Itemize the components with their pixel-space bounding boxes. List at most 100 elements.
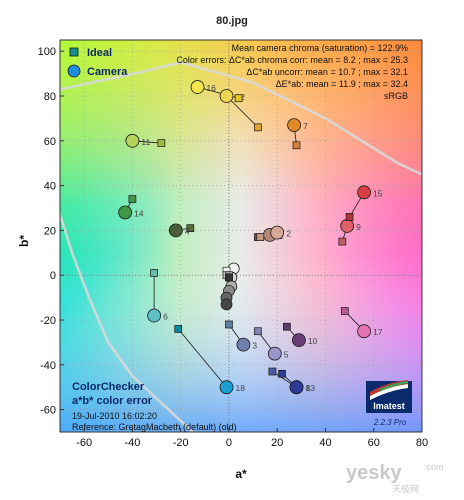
patch-11-label: 11: [141, 137, 150, 147]
y-tick-label-5: 40: [44, 181, 56, 193]
legend-camera-label: Camera: [87, 66, 128, 78]
neutral-24-camera-point: [220, 298, 233, 311]
patch-18-camera-point: [219, 380, 234, 395]
patch-3-ideal-point: [225, 320, 233, 329]
y-tick-label-7: 80: [44, 91, 56, 103]
patch-14-label: 14: [134, 208, 144, 218]
srgb-gamut-boundary: [60, 61, 422, 432]
patch-5-ideal-point: [254, 327, 262, 336]
patch-17-camera-point: [357, 324, 371, 339]
patch-9-label: 9: [356, 222, 361, 232]
y-tick-label-3: 0: [50, 270, 56, 282]
patch-4-ideal-point: [186, 224, 195, 233]
x-tick-label-6: 60: [368, 437, 380, 449]
patch-15-label: 15: [373, 188, 383, 198]
patch-6-ideal-point: [150, 269, 158, 277]
patch-15-camera-point: [357, 185, 371, 200]
y-tick-label-4: 20: [44, 225, 56, 237]
info-line-chroma-uncorr: ΔC*ab uncorr: mean = 10.7 ; max = 32.1: [246, 67, 408, 77]
patch-18-label: 18: [236, 383, 246, 393]
x-tick-label-0: -60: [76, 437, 92, 449]
watermark-sub: 天极网: [392, 483, 419, 494]
patch-9-ideal-point: [338, 237, 347, 246]
patch-6-label: 6: [163, 312, 168, 322]
patch-4-camera-point: [168, 223, 183, 238]
y-tick-label-1: -40: [40, 360, 56, 372]
patch-12-error-line: [226, 95, 259, 128]
patch-7-camera-point: [287, 118, 301, 133]
patch-3-label: 3: [252, 341, 257, 351]
info-box: Mean camera chroma (saturation) = 122.9%…: [176, 43, 408, 101]
caption-date: 19-Jul-2010 16:02:20: [72, 411, 157, 421]
patch-16-camera-point: [190, 80, 205, 94]
chart-title: 80.jpg: [216, 15, 248, 27]
legend-camera-marker: [67, 64, 81, 78]
patch-12-camera-point: [219, 89, 234, 103]
patch-14-ideal-point: [128, 195, 137, 203]
patch-2-label: 2: [286, 229, 291, 239]
x-tick-label-5: 40: [319, 437, 331, 449]
patch-7-ideal-point: [292, 141, 301, 150]
legend: Ideal Camera: [67, 47, 128, 78]
x-tick-label-4: 20: [271, 437, 283, 449]
info-line-chroma: Mean camera chroma (saturation) = 122.9%: [232, 43, 408, 53]
patch-12-ideal-point: [254, 123, 262, 132]
y-tick-label-2: -20: [40, 315, 56, 327]
patch-4-label: 4: [185, 226, 190, 236]
plot-background: [60, 40, 422, 432]
x-tick-label-3: 0: [226, 437, 232, 449]
gamut-boundary-lower: [60, 214, 194, 432]
patch-5-label: 5: [284, 350, 289, 360]
watermark-main: yesky: [346, 462, 402, 484]
gamut-boundary-upper: [60, 61, 422, 176]
plot-frame: [59, 39, 423, 433]
caption-title: ColorChecker: [72, 381, 145, 393]
logo-white-stripe: [370, 384, 408, 400]
patch-17-ideal-point: [340, 307, 349, 315]
patch-13-label: 13: [306, 383, 316, 393]
caption-reference: Reference: GretagMacbeth (default) (old): [72, 422, 237, 432]
info-line-chroma-corr: Color errors: ΔC*ab chroma corr: mean = …: [176, 55, 408, 65]
x-tick-label-2: -20: [173, 437, 189, 449]
patch-10-label: 10: [308, 336, 318, 346]
patch-8-label: 8: [306, 383, 311, 393]
info-line-delta-e: ΔE*ab: mean = 11.9 ; max = 32.4: [276, 79, 408, 89]
patch-11-camera-point: [125, 133, 140, 148]
info-line-colorspace: sRGB: [384, 91, 408, 101]
patch-13-ideal-point: [278, 369, 286, 378]
patch-18-error-line: [177, 328, 227, 388]
data-layer: 123456789101112131415161718: [118, 80, 383, 395]
neutral-24-ideal-point: [225, 273, 233, 282]
x-axis-label: a*: [235, 467, 247, 481]
patch-3-camera-point: [236, 337, 251, 352]
patch-15-ideal-point: [345, 213, 354, 221]
watermark: yesky .com 天极网: [346, 462, 444, 494]
imatest-logo: Imatest 2.2.3 Pro: [366, 380, 412, 427]
patch-16-label: 16: [207, 83, 217, 93]
y-axis-label: b*: [17, 235, 31, 247]
logo-name: Imatest: [373, 401, 405, 411]
legend-ideal-marker: [69, 47, 79, 57]
watermark-domain: .com: [424, 462, 444, 472]
patch-18-ideal-point: [174, 325, 183, 333]
legend-ideal-label: Ideal: [87, 47, 112, 59]
caption-subtitle: a*b* color error: [72, 395, 153, 407]
patch-5-camera-point: [267, 346, 282, 361]
patch-13-camera-point: [289, 380, 304, 395]
logo-green-stripe: [380, 381, 408, 391]
y-tick-label-8: 100: [38, 46, 56, 58]
patch-14-camera-point: [118, 205, 133, 220]
x-tick-label-1: -40: [124, 437, 140, 449]
patch-11-ideal-point: [157, 139, 166, 147]
patch-16-ideal-point: [234, 94, 243, 103]
chart-caption: ColorChecker a*b* color error 19-Jul-201…: [72, 381, 237, 432]
patch-10-ideal-point: [283, 322, 291, 331]
patch-7-label: 7: [303, 121, 308, 131]
y-tick-label-6: 60: [44, 136, 56, 148]
patch-8-ideal-point: [268, 367, 277, 376]
patch-9-camera-point: [340, 219, 355, 233]
patch-17-label: 17: [373, 327, 383, 337]
patch-10-camera-point: [292, 333, 306, 348]
patch-2-ideal-point: [256, 233, 265, 241]
